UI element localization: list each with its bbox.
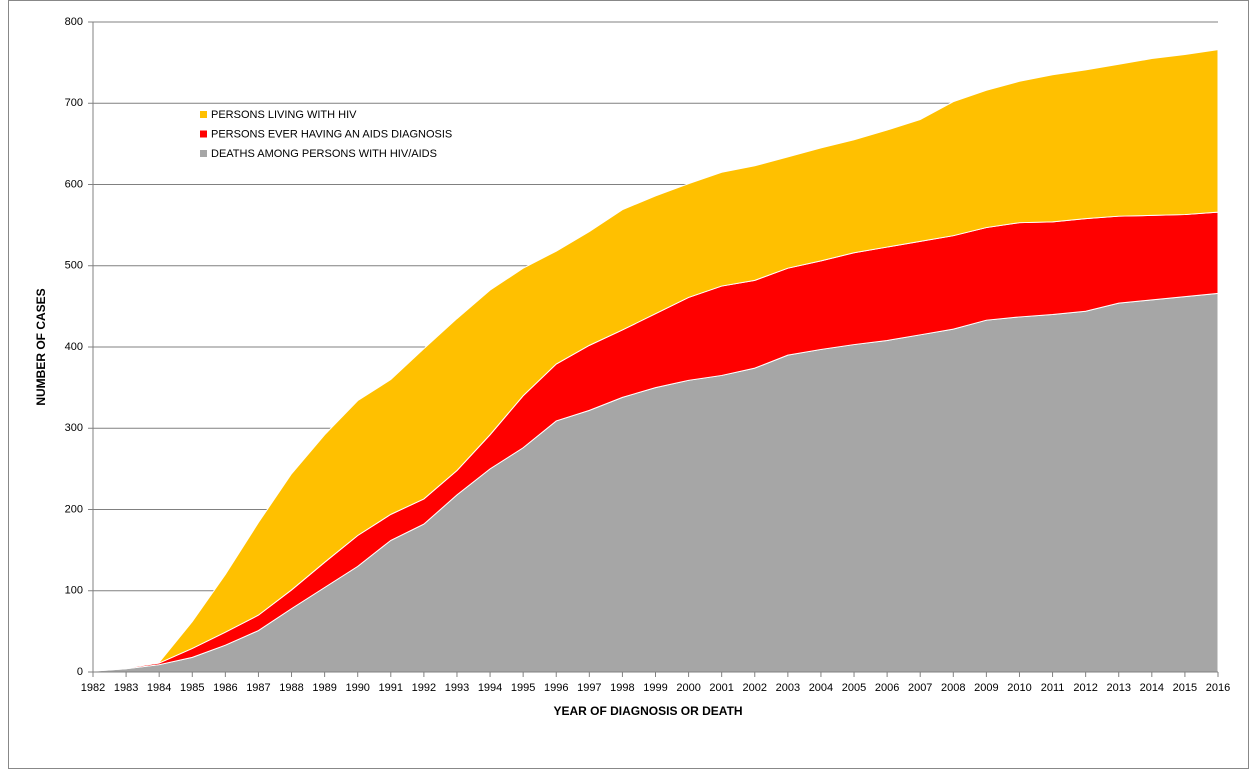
x-tick-label: 1994: [478, 682, 502, 694]
legend-label: PERSONS EVER HAVING AN AIDS DIAGNOSIS: [211, 128, 452, 140]
legend-swatch: [200, 150, 207, 157]
x-tick-label: 1984: [147, 682, 171, 694]
x-tick-label: 2008: [941, 682, 965, 694]
x-tick-label: 2016: [1206, 682, 1230, 694]
x-tick-label: 1995: [511, 682, 535, 694]
x-tick-label: 2002: [743, 682, 767, 694]
x-tick-label: 1992: [412, 682, 436, 694]
legend-swatch: [200, 111, 207, 118]
x-tick-label: 1996: [544, 682, 568, 694]
y-tick-label: 500: [65, 260, 83, 272]
x-tick-label: 2014: [1140, 682, 1164, 694]
x-tick-label: 2003: [776, 682, 800, 694]
x-tick-label: 2005: [842, 682, 866, 694]
x-tick-label: 1997: [577, 682, 601, 694]
x-tick-label: 2010: [1007, 682, 1031, 694]
y-axis-title: NUMBER OF CASES: [34, 288, 48, 405]
y-tick-label: 600: [65, 178, 83, 190]
y-tick-label: 0: [77, 666, 83, 678]
x-tick-label: 2012: [1073, 682, 1097, 694]
legend-label: PERSONS LIVING WITH HIV: [211, 109, 357, 121]
x-tick-label: 1999: [643, 682, 667, 694]
x-tick-label: 1991: [379, 682, 403, 694]
area: [92, 49, 1219, 672]
y-tick-label: 200: [65, 503, 83, 515]
x-tick-label: 1985: [180, 682, 204, 694]
x-tick-label: 2015: [1173, 682, 1197, 694]
x-tick-label: 1998: [610, 682, 634, 694]
x-tick-label: 1989: [312, 682, 336, 694]
legend-swatch: [200, 130, 207, 138]
y-tick-label: 300: [65, 422, 83, 434]
x-tick-label: 2011: [1041, 682, 1065, 694]
x-tick-label: 2000: [676, 682, 700, 694]
x-tick-label: 1990: [345, 682, 369, 694]
x-tick-label: 2004: [809, 682, 833, 694]
y-tick-label: 800: [65, 16, 83, 28]
y-tick-label: 100: [65, 585, 83, 597]
x-tick-label: 1987: [246, 682, 270, 694]
x-tick-label: 1993: [445, 682, 469, 694]
x-tick-label: 2006: [875, 682, 899, 694]
x-tick-label: 1982: [81, 682, 105, 694]
x-tick-label: 2009: [974, 682, 998, 694]
y-tick-label: 700: [65, 97, 83, 109]
x-axis-title: YEAR OF DIAGNOSIS OR DEATH: [553, 704, 742, 718]
x-tick-label: 2007: [908, 682, 932, 694]
x-tick-label: 1988: [279, 682, 303, 694]
x-tick-label: 1983: [114, 682, 138, 694]
x-tick-label: 1986: [213, 682, 237, 694]
legend-label: DEATHS AMONG PERSONS WITH HIV/AIDS: [211, 148, 437, 160]
y-tick-label: 400: [65, 341, 83, 353]
x-tick-label: 2013: [1106, 682, 1130, 694]
x-tick-label: 2001: [709, 682, 733, 694]
